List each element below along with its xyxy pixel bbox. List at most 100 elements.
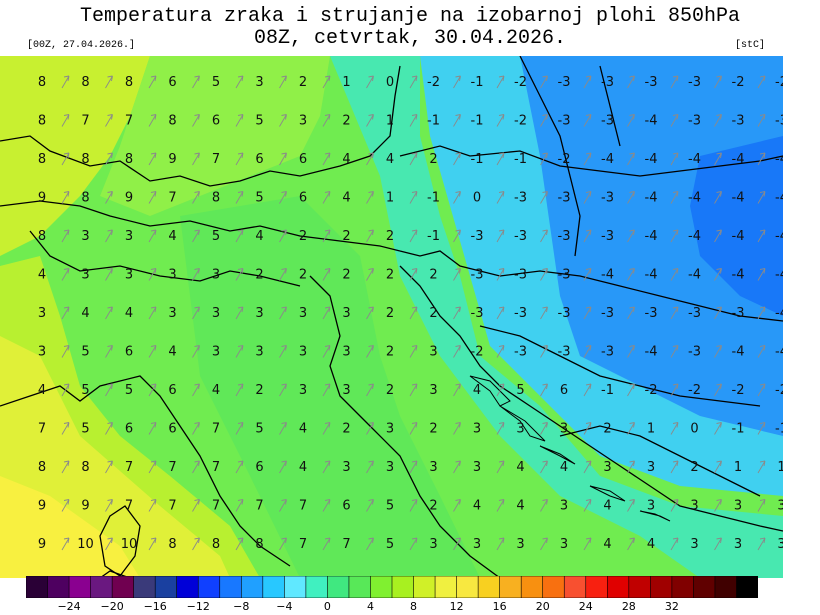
wind-arrow bbox=[627, 152, 635, 166]
temperature-value: 8 bbox=[168, 537, 176, 552]
wind-arrow bbox=[714, 268, 722, 281]
wind-arrow bbox=[670, 114, 679, 127]
temperature-value: 7 bbox=[299, 499, 307, 514]
temperature-value: 3 bbox=[647, 499, 655, 514]
wind-arrow bbox=[627, 345, 635, 358]
temperature-value: 8 bbox=[38, 460, 46, 475]
temperature-value: -3 bbox=[558, 306, 571, 321]
wind-arrow bbox=[627, 114, 635, 127]
temperature-value: 3 bbox=[734, 537, 742, 552]
wind-arrow bbox=[235, 345, 244, 358]
temperature-value: 2 bbox=[429, 152, 437, 167]
temperature-value: 3 bbox=[516, 537, 524, 552]
legend-tick-label: 12 bbox=[449, 600, 464, 613]
wind-arrow bbox=[366, 537, 374, 551]
legend-swatch bbox=[456, 576, 479, 598]
wind-arrow bbox=[714, 460, 722, 474]
wind-arrow bbox=[192, 75, 200, 89]
wind-arrow bbox=[453, 460, 461, 474]
wind-arrows bbox=[61, 75, 766, 551]
wind-arrow bbox=[105, 537, 113, 551]
wind-arrow bbox=[757, 191, 766, 204]
wind-arrow bbox=[192, 152, 200, 166]
temperature-value: -4 bbox=[645, 191, 658, 206]
temperature-value: 3 bbox=[125, 229, 133, 244]
temperature-value: -3 bbox=[732, 114, 745, 129]
wind-arrow bbox=[61, 460, 70, 474]
islands bbox=[469, 375, 671, 522]
wind-arrow bbox=[61, 229, 70, 243]
wind-arrow bbox=[105, 75, 113, 89]
unit-label: [stC] bbox=[735, 40, 766, 51]
temperature-value: 3 bbox=[603, 460, 611, 475]
wind-arrow bbox=[714, 422, 722, 435]
legend-swatch bbox=[176, 576, 200, 598]
wind-arrow bbox=[105, 345, 113, 358]
wind-arrow bbox=[61, 191, 70, 204]
wind-arrow bbox=[105, 383, 113, 397]
legend-tick-label: 32 bbox=[664, 600, 679, 613]
wind-arrow bbox=[192, 460, 200, 474]
temperature-value: -4 bbox=[645, 114, 658, 129]
legend-tick-label: 0 bbox=[323, 600, 331, 613]
wind-arrow bbox=[627, 229, 635, 243]
wind-arrow bbox=[409, 422, 418, 435]
wind-arrow bbox=[453, 306, 461, 320]
wind-arrow bbox=[409, 345, 418, 358]
wind-arrow bbox=[627, 191, 635, 204]
temperature-value: 4 bbox=[81, 306, 89, 321]
wind-arrow bbox=[496, 537, 505, 551]
temperature-value: 3 bbox=[342, 306, 350, 321]
wind-arrow bbox=[61, 499, 70, 512]
wind-arrow bbox=[670, 268, 679, 281]
temperature-value: -1 bbox=[471, 114, 484, 129]
wind-arrow bbox=[453, 345, 461, 358]
legend-labels: −24 −20 −16 −12 −8 −4 0 4 8 12 16 20 24 28 32 bbox=[0, 598, 820, 614]
wind-arrow bbox=[279, 114, 287, 127]
temperature-value: -3 bbox=[514, 268, 527, 283]
temperature-value: 2 bbox=[386, 268, 394, 283]
temperature-value: 2 bbox=[386, 306, 394, 321]
wind-arrow bbox=[322, 152, 331, 166]
wind-arrow bbox=[322, 191, 331, 204]
temperature-value: -4 bbox=[601, 152, 614, 167]
wind-arrow bbox=[235, 499, 244, 512]
temperature-value: 1 bbox=[386, 114, 394, 129]
wind-arrow bbox=[192, 537, 200, 551]
wind-arrow bbox=[757, 268, 766, 281]
wind-arrow bbox=[322, 422, 331, 435]
temperature-value: 8 bbox=[125, 75, 133, 90]
temperature-value: 3 bbox=[255, 306, 263, 321]
legend-swatch bbox=[391, 576, 415, 598]
temperature-value: -3 bbox=[471, 306, 484, 321]
wind-arrow bbox=[583, 537, 592, 551]
wind-arrow bbox=[148, 229, 157, 243]
wind-arrow bbox=[148, 383, 157, 397]
temperature-value: -3 bbox=[514, 345, 527, 360]
wind-arrow bbox=[670, 499, 679, 512]
wind-arrow bbox=[235, 268, 244, 281]
temperature-value: 7 bbox=[168, 499, 176, 514]
wind-arrow bbox=[148, 460, 157, 474]
wind-arrow bbox=[409, 306, 418, 320]
wind-arrow bbox=[757, 499, 766, 512]
wind-arrow bbox=[496, 345, 505, 358]
legend-swatch bbox=[520, 576, 544, 598]
wind-arrow bbox=[583, 422, 592, 435]
wind-arrow bbox=[540, 75, 548, 89]
wind-arrow bbox=[627, 537, 635, 551]
wind-arrow bbox=[627, 460, 635, 474]
temperature-value: -2 bbox=[645, 383, 658, 398]
legend-swatch bbox=[542, 576, 566, 598]
temperature-value: 1 bbox=[647, 422, 655, 437]
wind-arrow bbox=[670, 152, 679, 166]
temperature-value: -4 bbox=[732, 191, 745, 206]
temperature-value: -4 bbox=[688, 191, 701, 206]
wind-arrow bbox=[322, 75, 331, 89]
field-mid-green bbox=[100, 56, 330, 216]
temperature-value: 4 bbox=[168, 229, 176, 244]
temperature-value: -3 bbox=[601, 306, 614, 321]
wind-arrow bbox=[61, 537, 70, 551]
wind-arrow bbox=[279, 460, 287, 474]
wind-arrow bbox=[757, 422, 766, 435]
